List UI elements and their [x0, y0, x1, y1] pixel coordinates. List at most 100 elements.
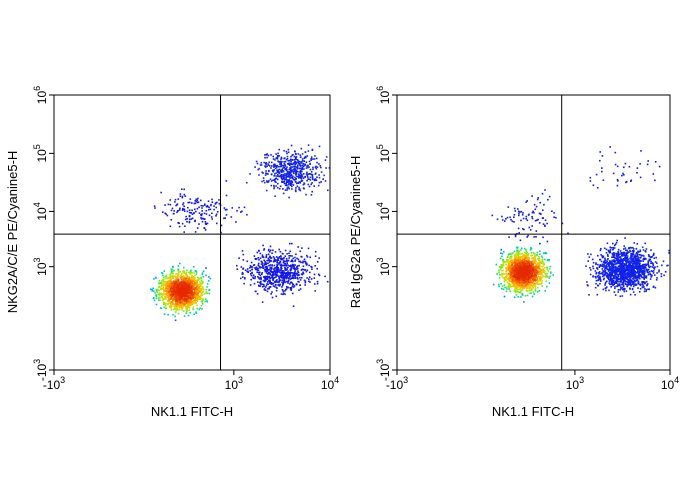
event-point: [271, 276, 273, 278]
event-point: [286, 155, 289, 158]
event-point: [641, 272, 643, 275]
event-point: [176, 276, 178, 278]
event-point: [287, 181, 290, 183]
event-point: [184, 295, 187, 298]
event-point: [185, 291, 187, 294]
event-point: [520, 249, 522, 251]
event-point: [525, 256, 527, 259]
event-point: [201, 294, 204, 296]
event-point: [291, 259, 293, 261]
event-point: [513, 285, 515, 288]
event-point: [639, 262, 641, 264]
event-point: [527, 280, 530, 282]
event-point: [205, 209, 208, 212]
event-point: [185, 274, 187, 276]
event-point: [531, 254, 533, 257]
event-point: [192, 308, 195, 311]
event-point: [190, 212, 193, 214]
event-point: [514, 254, 517, 256]
event-point: [637, 280, 640, 283]
event-point: [225, 180, 228, 182]
event-point: [530, 267, 532, 269]
event-point: [302, 271, 304, 274]
event-point: [528, 273, 531, 276]
event-point: [546, 275, 549, 278]
event-point: [175, 308, 178, 311]
event-point: [288, 187, 290, 190]
event-point: [621, 274, 624, 277]
event-point: [182, 202, 185, 204]
event-point: [172, 287, 175, 290]
event-point: [261, 171, 263, 174]
event-point: [290, 169, 292, 172]
event-point: [196, 282, 198, 285]
event-point: [498, 271, 500, 274]
event-point: [179, 262, 181, 265]
event-point: [268, 261, 271, 263]
event-point: [277, 155, 280, 157]
event-point: [508, 266, 511, 269]
event-point: [294, 176, 296, 179]
event-point: [298, 160, 300, 163]
event-point: [174, 198, 177, 201]
event-point: [269, 264, 272, 266]
event-point: [312, 166, 314, 169]
event-point: [531, 271, 534, 273]
event-point: [174, 293, 176, 296]
event-point: [502, 262, 505, 264]
event-point: [299, 164, 301, 167]
event-point: [175, 204, 177, 207]
event-point: [290, 272, 292, 274]
event-point: [289, 265, 291, 267]
event-point: [535, 274, 538, 276]
event-point: [302, 268, 305, 271]
event-point: [169, 283, 171, 285]
event-point: [598, 271, 601, 273]
event-point: [189, 304, 192, 306]
event-point: [170, 308, 173, 310]
event-point: [534, 259, 536, 262]
event-point: [165, 213, 167, 215]
event-point: [294, 260, 296, 262]
event-point: [188, 220, 191, 223]
event-point: [601, 275, 604, 278]
event-point: [520, 277, 523, 279]
event-point: [515, 294, 518, 296]
event-point: [613, 259, 615, 261]
event-point: [293, 159, 296, 161]
event-point: [226, 208, 228, 211]
event-point: [169, 285, 172, 287]
event-point: [538, 264, 540, 266]
event-point: [191, 279, 194, 282]
event-point: [629, 258, 631, 260]
event-point: [529, 292, 531, 295]
event-point: [300, 269, 303, 271]
event-point: [279, 163, 282, 165]
event-point: [513, 255, 516, 257]
event-point: [297, 267, 299, 270]
event-point: [292, 172, 295, 175]
event-point: [315, 165, 317, 168]
event-point: [170, 271, 173, 274]
event-point: [284, 280, 286, 283]
event-point: [260, 273, 263, 275]
event-point: [519, 255, 522, 258]
event-point: [517, 284, 519, 287]
event-point: [191, 288, 194, 290]
event-point: [270, 180, 273, 182]
event-point: [200, 279, 203, 281]
event-point: [189, 291, 192, 294]
event-point: [190, 271, 192, 273]
event-point: [161, 293, 164, 295]
event-point: [650, 262, 652, 264]
event-point: [176, 288, 178, 291]
event-point: [510, 266, 513, 269]
event-point: [643, 290, 646, 293]
event-point: [323, 174, 325, 177]
event-point: [254, 166, 256, 168]
event-point: [502, 260, 504, 262]
event-point: [275, 276, 277, 278]
event-point: [318, 163, 320, 165]
event-point: [524, 276, 526, 278]
event-point: [521, 268, 523, 270]
